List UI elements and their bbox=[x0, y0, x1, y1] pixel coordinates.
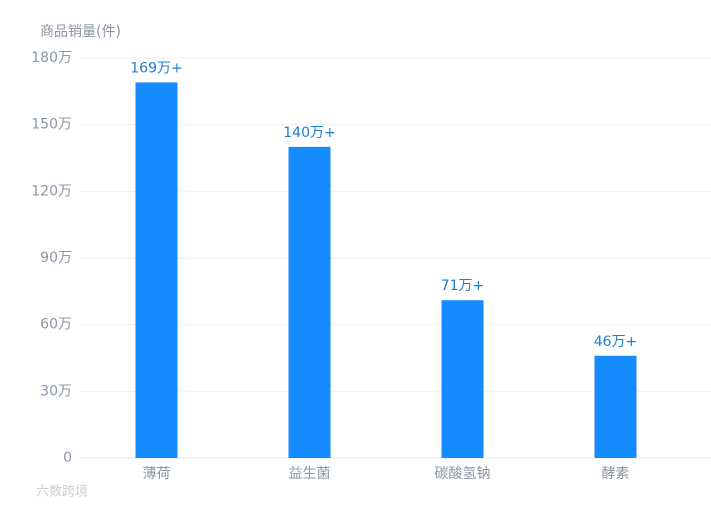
x-tick-label: 碳酸氢钠 bbox=[435, 466, 491, 482]
bar bbox=[288, 146, 331, 458]
y-tick-label: 90万 bbox=[40, 250, 72, 266]
y-axis-label: 商品销量(件) bbox=[40, 24, 121, 40]
y-tick-label: 150万 bbox=[31, 117, 72, 133]
bar bbox=[594, 355, 637, 458]
value-label: 169万+ bbox=[130, 60, 182, 76]
y-tick-label: 30万 bbox=[40, 383, 72, 399]
bar bbox=[441, 300, 484, 458]
x-tick-label: 酵素 bbox=[602, 466, 630, 482]
y-tick-label: 60万 bbox=[40, 317, 72, 333]
x-tick-label: 益生菌 bbox=[289, 466, 331, 482]
value-label: 46万+ bbox=[594, 334, 638, 350]
value-label: 71万+ bbox=[441, 278, 485, 294]
value-label: 140万+ bbox=[283, 125, 335, 141]
x-tick-label: 薄荷 bbox=[143, 466, 171, 482]
y-tick-label: 120万 bbox=[31, 183, 72, 199]
bar bbox=[135, 82, 178, 458]
watermark: 六数跨境 bbox=[36, 485, 88, 500]
y-tick-label: 0 bbox=[63, 450, 72, 466]
y-tick-label: 180万 bbox=[31, 50, 72, 66]
